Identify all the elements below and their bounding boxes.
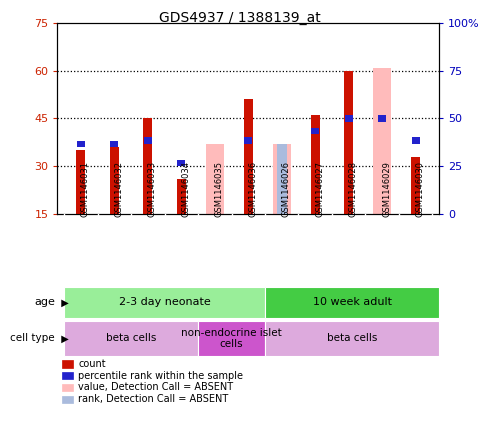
Bar xyxy=(265,321,439,355)
Bar xyxy=(144,137,152,144)
Text: ▶: ▶ xyxy=(55,297,69,308)
Text: cell type: cell type xyxy=(10,333,55,343)
Text: beta cells: beta cells xyxy=(327,333,377,343)
Bar xyxy=(265,287,439,318)
Bar xyxy=(110,141,118,147)
Text: GSM1146033: GSM1146033 xyxy=(148,161,157,217)
Bar xyxy=(206,144,224,214)
Text: GSM1146031: GSM1146031 xyxy=(81,161,90,217)
Bar xyxy=(344,71,353,214)
Text: GSM1146029: GSM1146029 xyxy=(382,161,391,217)
Text: GSM1146034: GSM1146034 xyxy=(181,161,190,217)
Bar xyxy=(311,128,319,135)
Bar xyxy=(64,287,265,318)
Text: age: age xyxy=(34,297,55,308)
Bar xyxy=(177,179,186,214)
Bar xyxy=(345,115,353,122)
Bar xyxy=(412,137,420,144)
Bar xyxy=(77,141,85,147)
Text: GSM1146028: GSM1146028 xyxy=(349,161,358,217)
Bar xyxy=(244,99,253,214)
Text: GSM1146027: GSM1146027 xyxy=(315,161,324,217)
Bar xyxy=(310,115,320,214)
Bar xyxy=(198,321,265,355)
Bar xyxy=(76,150,85,214)
Text: ▶: ▶ xyxy=(55,333,69,343)
Text: value, Detection Call = ABSENT: value, Detection Call = ABSENT xyxy=(78,382,234,393)
Text: 10 week adult: 10 week adult xyxy=(312,297,392,308)
Text: 2-3 day neonate: 2-3 day neonate xyxy=(119,297,211,308)
Bar xyxy=(64,321,198,355)
Text: GSM1146032: GSM1146032 xyxy=(114,161,123,217)
Text: GSM1146036: GSM1146036 xyxy=(249,161,257,217)
Text: beta cells: beta cells xyxy=(106,333,156,343)
Bar xyxy=(178,160,185,166)
Bar xyxy=(245,137,252,144)
Bar xyxy=(378,115,386,122)
Bar xyxy=(373,68,391,214)
Text: GDS4937 / 1388139_at: GDS4937 / 1388139_at xyxy=(159,11,320,25)
Text: rank, Detection Call = ABSENT: rank, Detection Call = ABSENT xyxy=(78,394,229,404)
Bar xyxy=(143,118,152,214)
Text: GSM1146026: GSM1146026 xyxy=(282,161,291,217)
Text: count: count xyxy=(78,359,106,369)
Text: GSM1146030: GSM1146030 xyxy=(416,161,425,217)
Bar xyxy=(276,144,287,214)
Bar xyxy=(272,144,291,214)
Bar xyxy=(110,147,119,214)
Bar xyxy=(411,157,420,214)
Text: non-endocrine islet
cells: non-endocrine islet cells xyxy=(181,327,282,349)
Text: percentile rank within the sample: percentile rank within the sample xyxy=(78,371,244,381)
Text: GSM1146035: GSM1146035 xyxy=(215,161,224,217)
